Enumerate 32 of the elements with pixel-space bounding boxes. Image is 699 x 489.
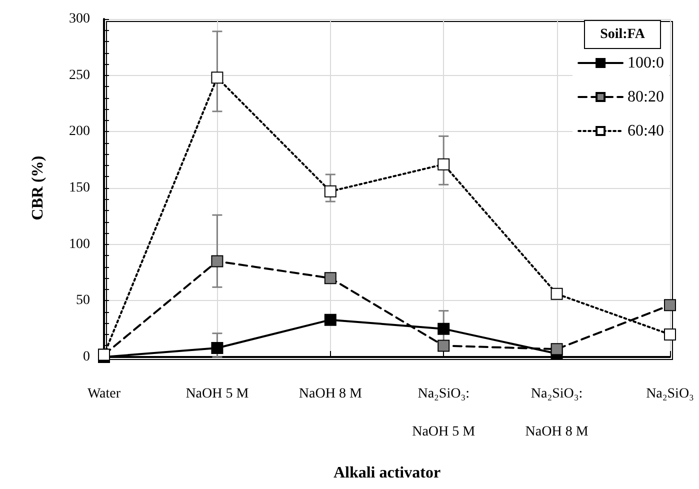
y-tick-label: 150 — [69, 180, 90, 196]
x-axis-title: Alkali activator — [333, 464, 441, 482]
point — [211, 342, 224, 354]
x-tick-label: NaOH 5 M — [186, 386, 250, 402]
point — [324, 272, 336, 284]
category-label: Na₂SiO₃: NaOH 5 M — [412, 386, 476, 440]
point — [324, 314, 336, 326]
y-tick-label: 0 — [83, 350, 90, 364]
y-tick-label: 100 — [69, 236, 90, 252]
y-axis-title: CBR (%) — [30, 156, 46, 220]
y-tick-label: 300 — [69, 12, 90, 26]
y-tick-label: 50 — [76, 293, 90, 308]
x-tick-label: Water — [87, 386, 121, 402]
point — [550, 288, 563, 300]
point — [550, 343, 563, 356]
y-tick-label: 250 — [69, 68, 90, 83]
x-tick-label: Na₂SiO₃ — [646, 386, 694, 402]
point — [664, 299, 676, 312]
legend-label: 80:20 — [628, 88, 664, 106]
point — [438, 340, 450, 352]
x-tick-label: NaOH 8 M — [298, 386, 362, 402]
y-tick-label: 200 — [69, 124, 90, 140]
point — [211, 72, 224, 84]
legend-title: Soil:FA — [600, 27, 646, 42]
point — [324, 185, 336, 198]
category-label: Na₂SiO₃: NaOH 8 M — [525, 386, 588, 440]
point — [664, 328, 676, 340]
legend-label: 100:0 — [628, 54, 664, 72]
legend-label: 60:40 — [628, 122, 664, 140]
point — [438, 158, 450, 170]
point — [211, 255, 224, 268]
point — [438, 322, 450, 335]
